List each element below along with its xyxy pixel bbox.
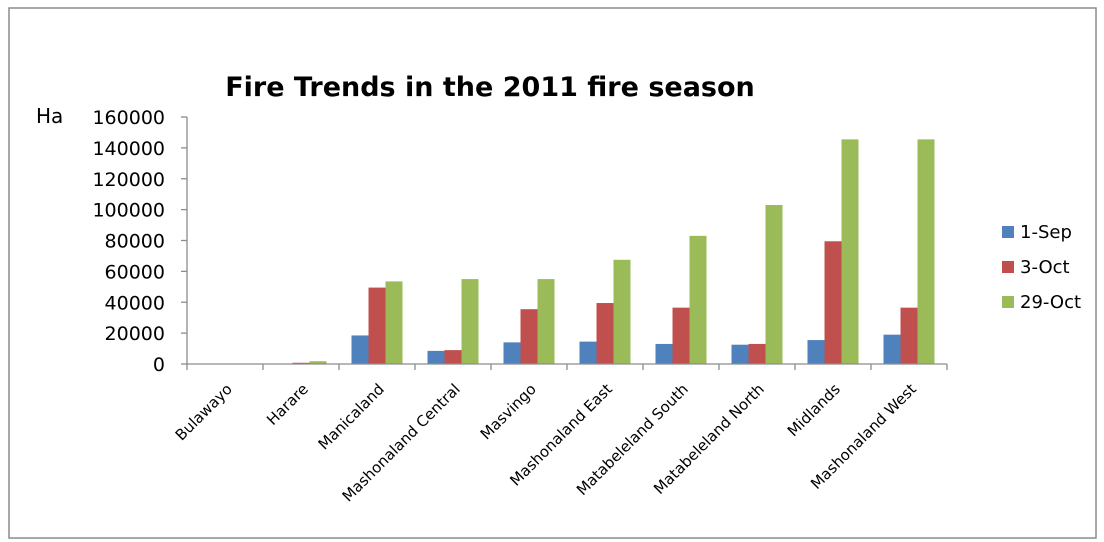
bar-3-oct (900, 307, 918, 364)
legend-label: 1-Sep (1020, 222, 1072, 243)
legend-label: 3-Oct (1020, 257, 1070, 278)
y-tick-label: 40000 (105, 292, 165, 314)
bar-1-sep (579, 341, 597, 364)
legend: 1-Sep 3-Oct 29-Oct (1002, 222, 1081, 313)
bar-1-sep (883, 334, 901, 364)
y-tick-label: 140000 (92, 138, 165, 160)
y-axis: 0 20000 40000 60000 80000 100000 120000 140000 1… (92, 107, 188, 376)
bar-29-oct (841, 139, 859, 364)
y-tick-label: 60000 (105, 261, 165, 283)
y-tick-label: 100000 (92, 200, 165, 222)
bar-3-oct (444, 350, 462, 364)
bar-1-sep (807, 340, 825, 364)
bar-3-oct (824, 241, 842, 364)
y-tick-label: 160000 (92, 107, 165, 129)
y-tick-label: 20000 (105, 323, 165, 345)
x-tick-label: Midlands (784, 380, 844, 440)
y-tick-label: 120000 (92, 169, 165, 191)
plot-area (292, 139, 935, 364)
bar-1-sep (503, 342, 521, 364)
bar-29-oct (917, 139, 935, 364)
y-tick-label: 0 (153, 354, 165, 376)
legend-label: 29-Oct (1020, 292, 1081, 313)
x-tick-label: Harare (263, 380, 312, 429)
y-axis-unit-label: Ha (36, 104, 63, 128)
x-tick-label: Masvingo (477, 380, 540, 443)
chart-frame-border (8, 7, 1097, 539)
bar-29-oct (309, 361, 327, 364)
bar-3-oct (520, 309, 538, 364)
bar-29-oct (461, 279, 479, 364)
bar-29-oct (689, 235, 707, 364)
chart-title: Fire Trends in the 2011 fire season (225, 72, 755, 103)
bar-1-sep (655, 343, 673, 364)
bar-1-sep (427, 350, 445, 364)
bar-29-oct (537, 279, 555, 364)
legend-swatch (1002, 261, 1014, 273)
bar-29-oct (613, 259, 631, 364)
bar-3-oct (596, 303, 614, 364)
bar-1-sep (351, 335, 369, 364)
legend-swatch (1002, 226, 1014, 238)
bar-1-sep (731, 344, 749, 364)
bar-29-oct (385, 281, 403, 364)
bar-3-oct (672, 307, 690, 364)
x-tick-label: Manicaland (315, 380, 388, 453)
y-tick-label: 80000 (105, 231, 165, 253)
bar-29-oct (765, 204, 783, 364)
legend-swatch (1002, 296, 1014, 308)
bar-3-oct (748, 343, 766, 364)
x-tick-label: Bulawayo (172, 380, 236, 444)
bar-3-oct (368, 287, 386, 364)
